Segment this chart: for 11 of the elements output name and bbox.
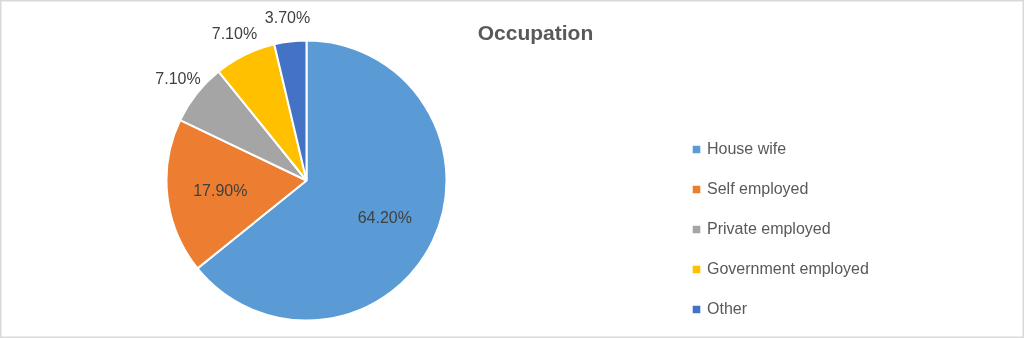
legend-label: House wife [707,140,787,158]
data-label: 17.90% [193,182,248,200]
data-label: 3.70% [264,9,311,27]
legend-label: Government employed [707,260,869,278]
legend-label: Self employed [707,180,809,198]
data-label: 7.10% [155,70,201,88]
data-label: 7.10% [211,24,258,42]
data-label: 64.20% [357,209,412,227]
legend-label: Other [707,300,748,318]
text: Occupation [477,21,594,44]
legend-label: Private employed [707,220,831,238]
